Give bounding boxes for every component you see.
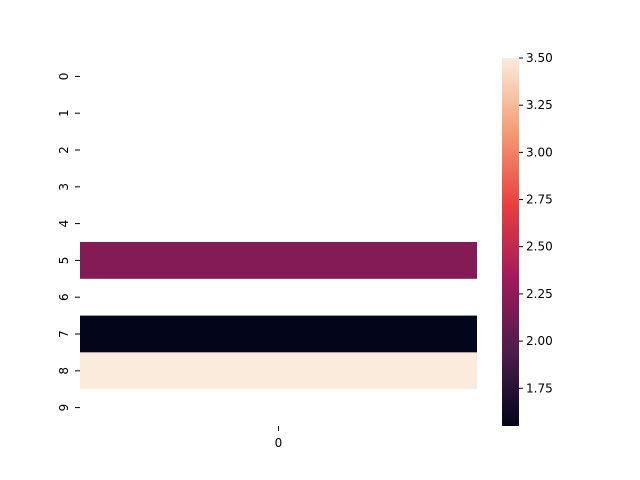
x-axis: 0 (275, 426, 283, 450)
y-tick-label: 0 (57, 73, 71, 81)
colorbar-tick-label: 3.00 (526, 145, 553, 159)
colorbar-tick-label: 2.25 (526, 287, 553, 301)
colorbar-tick-label: 2.75 (526, 193, 553, 207)
y-tick-label: 1 (57, 109, 71, 117)
y-tick-label: 6 (57, 293, 71, 301)
colorbar: 1.75 2.00 2.25 2.50 2.75 3.00 3.25 3.50 (502, 51, 553, 426)
x-tick-label: 0 (275, 436, 283, 450)
y-tick-label: 7 (57, 330, 71, 338)
y-tick-label: 9 (57, 404, 71, 412)
y-tick-label: 5 (57, 257, 71, 265)
colorbar-tick-label: 1.75 (526, 381, 553, 395)
colorbar-tick-label: 2.50 (526, 240, 553, 254)
colorbar-rect (502, 58, 519, 426)
y-tick-label: 2 (57, 146, 71, 154)
heatmap-cell-row-7 (80, 315, 477, 353)
colorbar-tick-label: 3.50 (526, 51, 553, 65)
colorbar-tick-label: 2.00 (526, 334, 553, 348)
heatmap-cell-row-8 (80, 352, 477, 390)
y-tick-label: 8 (57, 367, 71, 375)
y-tick-label: 3 (57, 183, 71, 191)
colorbar-tick-label: 3.25 (526, 98, 553, 112)
y-tick-label: 4 (57, 220, 71, 228)
plot-area (80, 242, 477, 390)
y-axis: 0 1 2 3 4 5 6 7 8 9 (57, 73, 80, 412)
heatmap-cell-row-5 (80, 242, 477, 279)
